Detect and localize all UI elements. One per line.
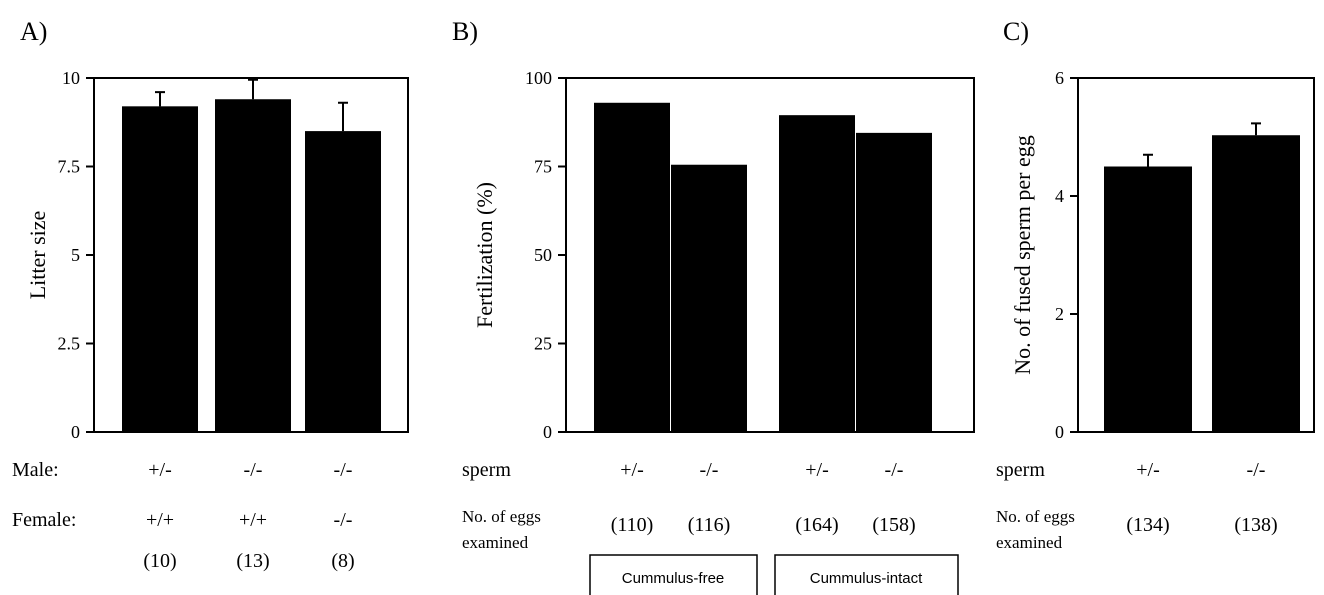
panel-c-error-bar [1251,122,1261,136]
panel-b-row-label-eggs: No. of eggs [462,507,541,526]
panel-b-egg-count: (158) [872,514,915,536]
panel-b-bar [594,102,670,432]
panel-c-bar [1212,135,1300,433]
panel-a-error-bars [155,78,348,132]
panel-a-male-genotypes: +/- -/- -/- [148,459,352,481]
panel-a-error-bar [155,91,165,107]
panel-a-y-tick-label: 10 [62,68,80,88]
panel-b-y-axis-label: Fertilization (%) [472,182,497,328]
panel-c-y-tick-label: 6 [1055,68,1064,88]
panel-a-bar [305,131,381,432]
panel-c-row-label-eggs: No. of eggs [996,507,1075,526]
panel-a-error-bar [338,101,348,132]
panel-b-y-tick-labels: 0 25 50 75 100 [525,68,552,442]
panel-a: A) Litter size 0 2.5 5 7.5 10 Male: [12,17,409,572]
panel-a-y-tick-label: 2.5 [58,334,81,354]
panel-a-label: A) [20,17,47,46]
panel-a-y-tick-label: 0 [71,422,80,442]
panel-b-group-box [589,554,758,595]
panel-b-egg-count: (164) [795,514,838,536]
panel-b-y-tick-label: 50 [534,245,552,265]
panel-b-group-box [774,554,959,595]
panel-a-sample-count: (8) [331,550,354,572]
panel-c-egg-counts: (134) (138) [1126,514,1277,536]
panel-b-sperm-genotypes: +/- -/- +/- -/- [620,459,903,481]
panel-c-error-bar [1143,153,1153,167]
panel-b-y-tick-label: 75 [534,157,552,177]
panel-a-male-genotype: -/- [334,459,353,481]
panel-b-row-label-examined: examined [462,533,529,552]
panel-c-plot-frame [1077,77,1315,433]
panel-b: B) Fertilization (%) 0 25 50 75 100 sper… [452,17,975,595]
panel-a-female-genotype: +/+ [146,509,174,531]
panel-c-sperm-genotypes: +/- -/- [1136,459,1265,481]
panel-a-sample-count: (13) [236,550,269,572]
panel-a-y-axis-label: Litter size [25,211,50,300]
panel-a-sample-count: (10) [143,550,176,572]
panel-b-bar [671,164,747,433]
panel-b-bars [594,102,932,433]
panel-b-y-ticks [558,77,566,433]
panel-c-y-tick-labels: 0 2 4 6 [1055,68,1064,442]
panel-a-y-tick-label: 5 [71,245,80,265]
panel-b-label: B) [452,17,478,46]
panel-a-female-genotypes: +/+ +/+ -/- [146,509,353,531]
panel-c-sperm-genotype: -/- [1247,459,1266,481]
panel-c-y-tick-label: 2 [1055,304,1064,324]
panel-a-y-ticks [86,77,94,433]
panel-a-male-genotype: -/- [244,459,263,481]
panel-b-egg-count: (116) [688,514,731,536]
panel-b-bar [779,115,855,433]
panel-b-group-cummulus-intact: Cummulus-intact [774,554,959,595]
panel-c-egg-count: (138) [1234,514,1277,536]
panel-c-bar [1104,166,1192,432]
panel-b-y-tick-label: 100 [525,68,552,88]
panel-c-y-axis-label: No. of fused sperm per egg [1010,135,1035,375]
panel-b-row-label-sperm: sperm [462,459,511,481]
panel-c-y-ticks [1070,77,1078,433]
panel-c-bars [1104,135,1300,433]
panel-a-female-genotype: -/- [334,509,353,531]
panel-a-sample-counts: (10) (13) (8) [143,550,354,572]
panel-a-bars [122,99,381,433]
panel-a-y-tick-labels: 0 2.5 5 7.5 10 [58,68,81,442]
panel-b-egg-counts: (110) (116) (164) (158) [611,514,916,536]
panel-b-sperm-genotype: -/- [885,459,904,481]
panel-c-error-bars [1143,122,1261,167]
panel-b-sperm-genotype: +/- [620,459,644,481]
panel-c-row-label-examined: examined [996,533,1063,552]
panel-a-bar [122,106,198,432]
panel-c-row-label-sperm: sperm [996,459,1045,481]
panel-a-error-bar [248,78,258,100]
panel-a-female-genotype: +/+ [239,509,267,531]
panel-c: C) No. of fused sperm per egg 0 2 4 6 sp… [996,17,1315,552]
panel-c-y-tick-label: 0 [1055,422,1064,442]
panel-b-group-cummulus-free: Cummulus-free [589,554,758,595]
panel-a-male-genotype: +/- [148,459,172,481]
panel-b-y-tick-label: 25 [534,334,552,354]
panel-b-group-label: Cummulus-intact [810,570,923,587]
panel-a-bar [215,99,291,433]
panel-c-y-tick-label: 4 [1055,186,1064,206]
panel-b-sperm-genotype: +/- [805,459,829,481]
panel-b-y-tick-label: 0 [543,422,552,442]
panel-a-y-tick-label: 7.5 [58,157,81,177]
panel-b-bar [856,132,932,432]
panel-a-row-label-female: Female: [12,509,76,531]
panel-c-label: C) [1003,17,1029,46]
panel-a-row-label-male: Male: [12,459,59,481]
panel-c-sperm-genotype: +/- [1136,459,1160,481]
panel-b-egg-count: (110) [611,514,654,536]
panel-b-group-label: Cummulus-free [622,570,725,587]
panel-c-egg-count: (134) [1126,514,1169,536]
panel-b-sperm-genotype: -/- [700,459,719,481]
